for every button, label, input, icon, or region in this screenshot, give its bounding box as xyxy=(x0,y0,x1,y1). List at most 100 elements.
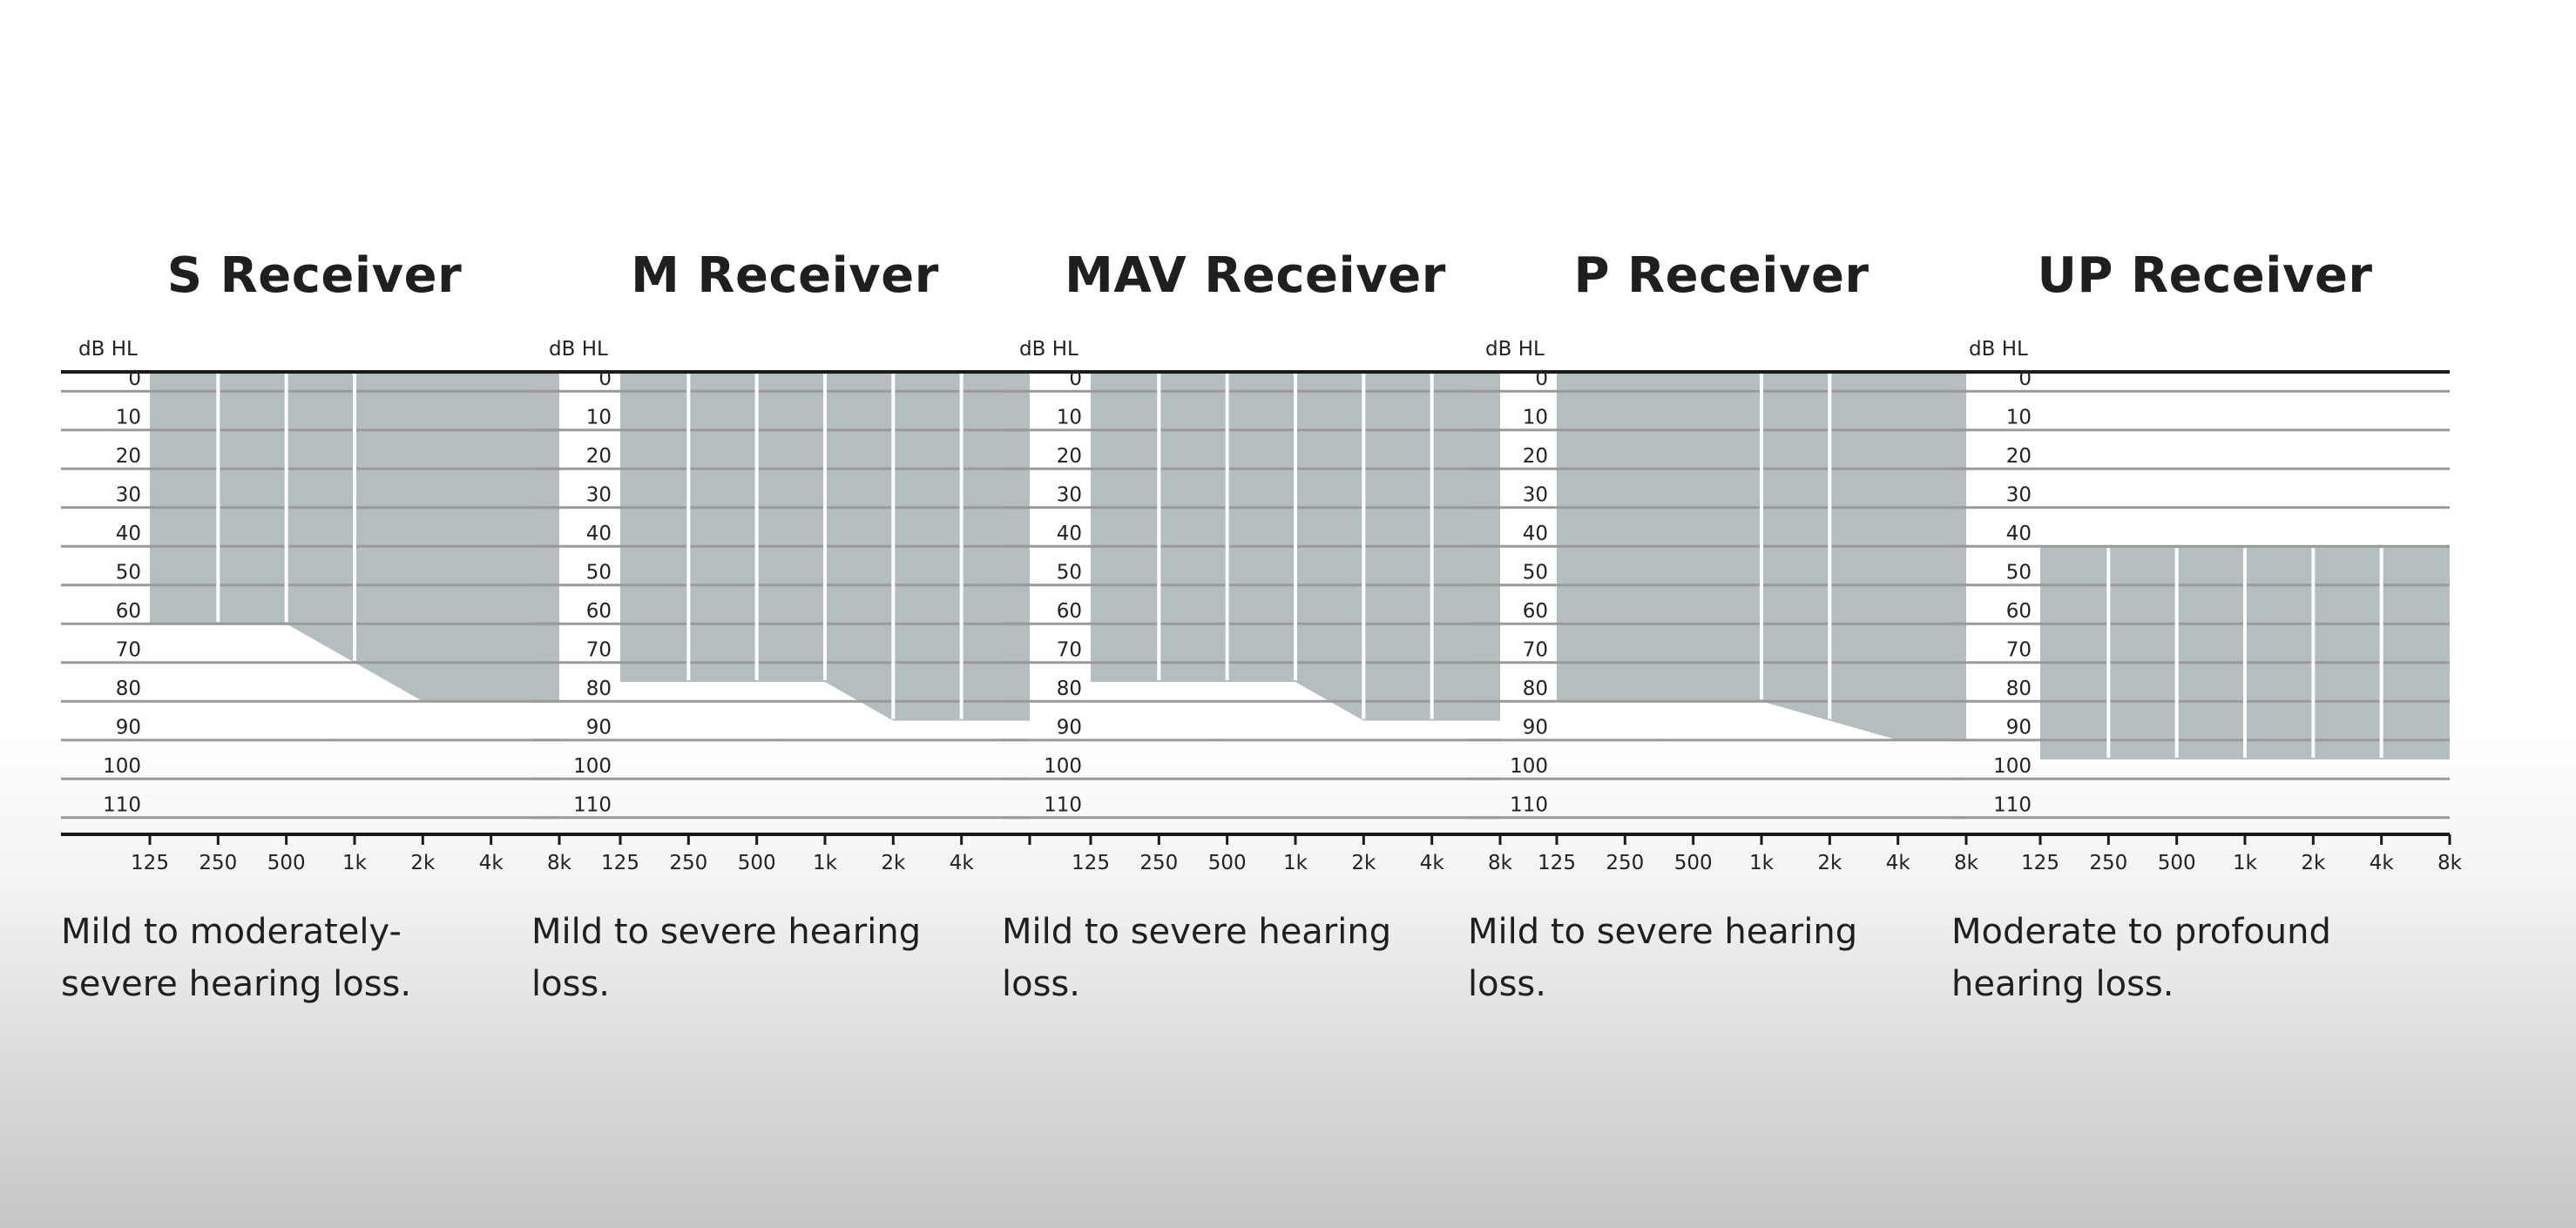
y-tick-label: 90 xyxy=(2006,717,2032,739)
y-tick-label: 20 xyxy=(2006,445,2032,468)
y-tick-label: 90 xyxy=(1057,717,1082,739)
y-tick-label: 50 xyxy=(586,562,612,584)
x-tick-label: 1k xyxy=(1283,852,1308,874)
x-tick-label: 4k xyxy=(1420,852,1445,874)
x-tick-label: 125 xyxy=(131,852,169,874)
y-tick-label: 0 xyxy=(598,368,612,390)
y-tick-label: 110 xyxy=(103,794,141,817)
chart-title: M Receiver xyxy=(631,247,939,304)
y-tick-label: 80 xyxy=(1523,678,1548,700)
y-tick-label: 20 xyxy=(586,445,612,468)
x-tick-label: 2k xyxy=(1351,852,1376,874)
y-tick-label: 80 xyxy=(2006,678,2032,700)
x-tick-label: 4k xyxy=(950,852,975,874)
x-tick-label: 2k xyxy=(410,852,436,874)
y-tick-label: 10 xyxy=(586,407,612,429)
receiver-panel: P Receiver dB HL 0 10 20 30 40 50 60 70 80 90 100 110… xyxy=(1468,0,2008,1228)
receiver-panel: M Receiver dB HL 0 10 20 30 40 50 60 70 80 90 100 110… xyxy=(531,0,1072,1228)
y-tick-label: 30 xyxy=(1057,484,1082,507)
x-tick-label: 125 xyxy=(2021,852,2059,874)
audiogram-svg: dB HL 0 10 20 30 40 50 60 70 80 90 100 110 125 250 500 1… xyxy=(61,338,572,874)
chart-title: UP Receiver xyxy=(2037,247,2373,304)
y-tick-label: 100 xyxy=(573,755,612,778)
y-tick-label: 110 xyxy=(1993,794,2032,817)
x-tick-label: 250 xyxy=(1606,852,1644,874)
y-tick-label: 10 xyxy=(1523,407,1548,429)
y-tick-label: 80 xyxy=(116,678,141,700)
x-tick-label: 125 xyxy=(1072,852,1110,874)
y-tick-label: 20 xyxy=(1523,445,1548,468)
x-tick-label: 250 xyxy=(1139,852,1178,874)
hearing-loss-caption: Mild to moderately-severe hearing loss. xyxy=(61,912,412,1004)
y-tick-label: 70 xyxy=(1523,639,1548,662)
x-tick-label: 500 xyxy=(1208,852,1247,874)
x-tick-label: 500 xyxy=(1674,852,1713,874)
y-tick-label: 30 xyxy=(116,484,141,507)
x-tick-label: 125 xyxy=(1538,852,1576,874)
y-tick-label: 110 xyxy=(1510,794,1548,817)
y-tick-label: 0 xyxy=(1535,368,1548,390)
y-tick-label: 10 xyxy=(1057,407,1082,429)
y-tick-label: 0 xyxy=(128,368,141,390)
y-tick-label: 100 xyxy=(1510,755,1548,778)
hearing-loss-caption: Moderate to profound hearing loss. xyxy=(1951,912,2331,1004)
y-tick-label: 110 xyxy=(1044,794,1082,817)
x-tick-label: 8k xyxy=(1488,852,1513,874)
audiogram-svg: dB HL 0 10 20 30 40 50 60 70 80 90 100 110 125 250 500 1… xyxy=(1951,338,2463,874)
y-tick-label: 100 xyxy=(103,755,141,778)
y-tick-label: 70 xyxy=(586,639,612,662)
receiver-panel: S Receiver dB HL 0 10 20 30 40 50 60 70 80 90 100 110… xyxy=(61,0,601,1228)
y-tick-label: 40 xyxy=(586,523,612,545)
hearing-loss-caption: Mild to severe hearing loss. xyxy=(531,912,922,1004)
y-tick-label: 80 xyxy=(586,678,612,700)
chart-title: MAV Receiver xyxy=(1065,247,1446,304)
y-tick-label: 0 xyxy=(2018,368,2032,390)
audiogram-svg: dB HL 0 10 20 30 40 50 60 70 80 90 100 110 125 250 500 1… xyxy=(531,338,1031,874)
hearing-loss-caption: Mild to severe hearing loss. xyxy=(1468,912,1858,1004)
x-tick-label: 1k xyxy=(1749,852,1775,874)
y-tick-label: 40 xyxy=(1523,523,1548,545)
y-tick-label: 90 xyxy=(1523,717,1548,739)
x-tick-label: 8k xyxy=(547,852,572,874)
y-tick-label: 50 xyxy=(2006,562,2032,584)
y-tick-label: 20 xyxy=(1057,445,1082,468)
y-axis-label: dB HL xyxy=(1019,338,1078,361)
y-tick-label: 30 xyxy=(2006,484,2032,507)
x-tick-label: 1k xyxy=(342,852,368,874)
y-tick-label: 20 xyxy=(116,445,141,468)
x-tick-label: 4k xyxy=(1886,852,1911,874)
y-tick-label: 70 xyxy=(2006,639,2032,662)
y-tick-label: 80 xyxy=(1057,678,1082,700)
y-tick-label: 70 xyxy=(1057,639,1082,662)
chart-title: S Receiver xyxy=(166,247,463,304)
x-tick-label: 2k xyxy=(2301,852,2326,874)
x-tick-label: 250 xyxy=(2089,852,2127,874)
x-tick-label: 250 xyxy=(199,852,237,874)
y-tick-label: 110 xyxy=(573,794,612,817)
y-tick-label: 30 xyxy=(586,484,612,507)
x-tick-label: 1k xyxy=(813,852,838,874)
y-axis-label: dB HL xyxy=(549,338,608,361)
y-tick-label: 60 xyxy=(1523,600,1548,623)
x-tick-label: 125 xyxy=(601,852,639,874)
x-tick-label: 1k xyxy=(2233,852,2258,874)
hearing-loss-caption: Mild to severe hearing loss. xyxy=(1002,912,1392,1004)
chart-title: P Receiver xyxy=(1573,247,1869,304)
y-tick-label: 60 xyxy=(116,600,141,623)
receiver-panel: UP Receiver dB HL 0 10 20 30 40 50 60 70 80 90 100 11… xyxy=(1951,0,2491,1228)
audiogram-svg: dB HL 0 10 20 30 40 50 60 70 80 90 100 110 125 250 500 1… xyxy=(1468,338,1979,874)
y-tick-label: 40 xyxy=(2006,523,2032,545)
x-tick-label: 4k xyxy=(2370,852,2395,874)
y-tick-label: 60 xyxy=(1057,600,1082,623)
y-tick-label: 10 xyxy=(116,407,141,429)
y-tick-label: 90 xyxy=(116,717,141,739)
audiogram-svg: dB HL 0 10 20 30 40 50 60 70 80 90 100 110 125 250 500 1… xyxy=(1002,338,1513,874)
y-tick-label: 90 xyxy=(586,717,612,739)
y-tick-label: 50 xyxy=(1057,562,1082,584)
x-tick-label: 250 xyxy=(669,852,707,874)
y-tick-label: 70 xyxy=(116,639,141,662)
y-tick-label: 50 xyxy=(116,562,141,584)
y-tick-label: 30 xyxy=(1523,484,1548,507)
x-tick-label: 500 xyxy=(738,852,776,874)
x-tick-label: 2k xyxy=(1817,852,1842,874)
